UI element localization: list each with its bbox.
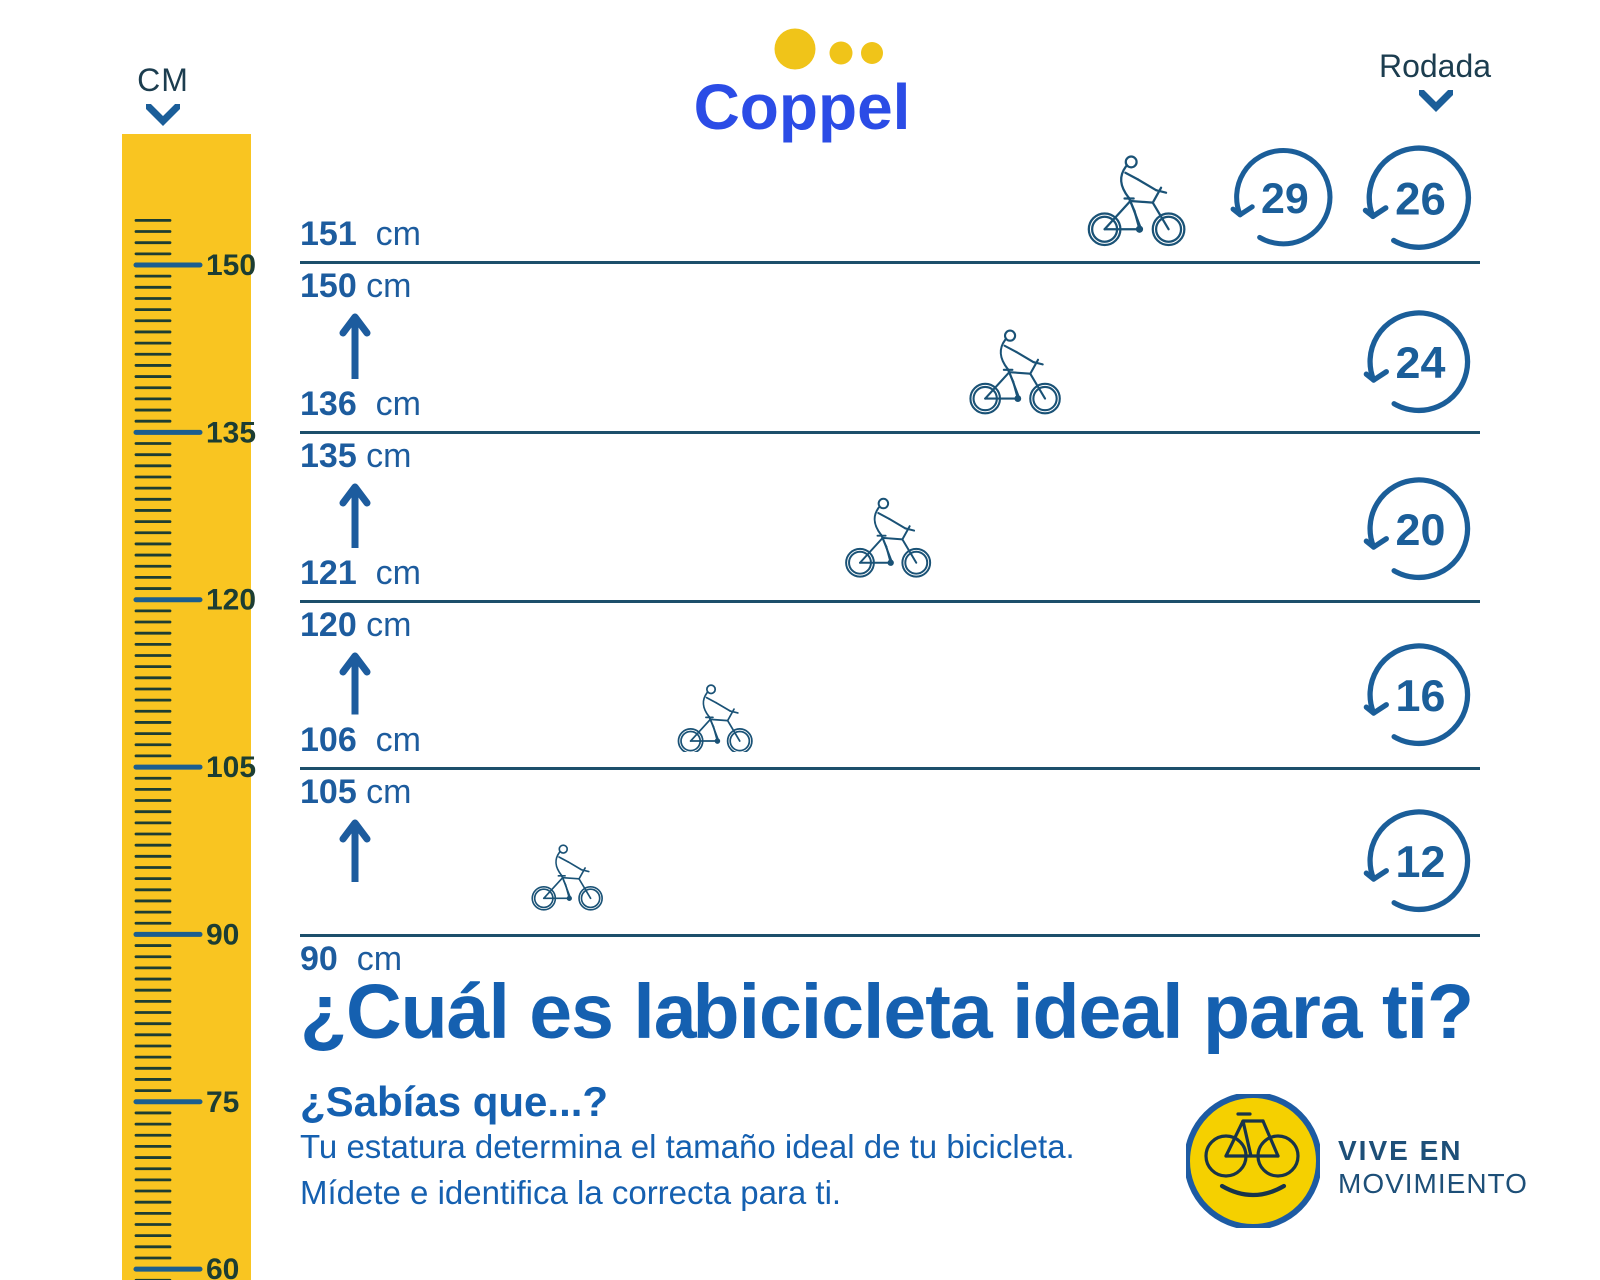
svg-text:24: 24 bbox=[1395, 337, 1445, 388]
svg-text:105: 105 bbox=[206, 751, 256, 784]
svg-text:120: 120 bbox=[206, 584, 256, 617]
svg-text:26: 26 bbox=[1395, 173, 1446, 224]
svg-text:150: 150 bbox=[206, 249, 256, 282]
svg-text:29: 29 bbox=[1261, 175, 1309, 223]
svg-text:16: 16 bbox=[1395, 670, 1445, 721]
svg-text:135: 135 bbox=[206, 416, 256, 449]
svg-text:60: 60 bbox=[206, 1253, 239, 1280]
svg-text:12: 12 bbox=[1395, 836, 1445, 887]
svg-text:90: 90 bbox=[206, 918, 239, 951]
svg-text:75: 75 bbox=[206, 1086, 239, 1119]
svg-text:20: 20 bbox=[1395, 504, 1445, 555]
